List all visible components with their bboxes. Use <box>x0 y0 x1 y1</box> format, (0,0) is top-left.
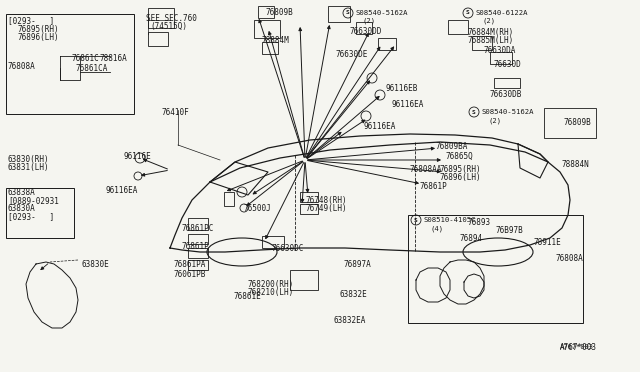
Text: (2): (2) <box>362 18 375 25</box>
Text: 76894: 76894 <box>460 234 483 243</box>
Text: 76897A: 76897A <box>344 260 372 269</box>
Text: (4): (4) <box>430 225 443 231</box>
Bar <box>6 188 74 238</box>
Bar <box>262 42 278 54</box>
Text: A767*003: A767*003 <box>560 343 597 352</box>
Text: 76500J: 76500J <box>244 204 272 213</box>
Text: 76893: 76893 <box>468 218 491 227</box>
Bar <box>188 260 208 270</box>
Text: 76896(LH): 76896(LH) <box>18 33 60 42</box>
Text: 76865Q: 76865Q <box>445 152 473 161</box>
Text: 63830E: 63830E <box>82 260 109 269</box>
Text: 76808A: 76808A <box>556 254 584 263</box>
Text: 76808A: 76808A <box>8 62 36 71</box>
Text: 76749(LH): 76749(LH) <box>305 204 347 213</box>
Text: 76630DD: 76630DD <box>350 27 382 36</box>
Text: 76809B: 76809B <box>563 118 591 127</box>
Text: 78884N: 78884N <box>562 160 589 169</box>
Text: 768210(LH): 768210(LH) <box>248 288 294 297</box>
Text: 76861P: 76861P <box>182 242 210 251</box>
Text: 76630DC: 76630DC <box>272 244 305 253</box>
Text: A767*003: A767*003 <box>560 344 594 350</box>
Bar <box>262 236 284 248</box>
Text: S08540-6122A: S08540-6122A <box>476 10 529 16</box>
Bar <box>300 204 318 214</box>
Text: 63830(RH): 63830(RH) <box>8 155 50 164</box>
Text: 96116EA: 96116EA <box>364 122 396 131</box>
Text: 76630DB: 76630DB <box>490 90 522 99</box>
Text: 76895(RH): 76895(RH) <box>18 25 60 34</box>
Bar <box>188 234 208 244</box>
Text: 76808AA: 76808AA <box>410 165 442 174</box>
Text: 768200(RH): 768200(RH) <box>248 280 294 289</box>
Bar <box>356 22 372 34</box>
Text: 76630D: 76630D <box>494 60 522 69</box>
Bar <box>6 14 134 114</box>
Text: 96116EB: 96116EB <box>386 84 419 93</box>
Text: 76748(RH): 76748(RH) <box>305 196 347 205</box>
Text: S: S <box>472 109 476 115</box>
Bar <box>254 20 280 38</box>
Text: S08540-5162A: S08540-5162A <box>482 109 534 115</box>
Bar <box>188 218 208 230</box>
Text: (2): (2) <box>482 18 495 25</box>
Text: S08510-4105C: S08510-4105C <box>424 217 477 223</box>
Bar <box>544 108 596 138</box>
Text: 76885M(LH): 76885M(LH) <box>468 36 515 45</box>
Text: (74515Q): (74515Q) <box>150 22 187 31</box>
Bar <box>188 248 208 258</box>
Text: (2): (2) <box>488 117 501 124</box>
Text: 76B97B: 76B97B <box>496 226 524 235</box>
Text: 76061PB: 76061PB <box>174 270 206 279</box>
Bar <box>224 192 234 206</box>
Text: 63832E: 63832E <box>340 290 368 299</box>
Text: 78816A: 78816A <box>100 54 128 63</box>
Bar <box>472 36 492 50</box>
Bar <box>148 32 168 46</box>
Text: 63830A: 63830A <box>8 204 36 213</box>
Bar <box>378 38 396 50</box>
Text: 78911E: 78911E <box>534 238 562 247</box>
Text: 76861PC: 76861PC <box>182 224 214 233</box>
Text: 76861C: 76861C <box>72 54 100 63</box>
Bar <box>300 192 318 202</box>
Bar <box>408 215 583 323</box>
Text: 76809B: 76809B <box>266 8 294 17</box>
Text: 76630DE: 76630DE <box>336 50 369 59</box>
Text: S08540-5162A: S08540-5162A <box>356 10 408 16</box>
Text: 63832EA: 63832EA <box>334 316 366 325</box>
Text: 76896(LH): 76896(LH) <box>440 173 482 182</box>
Bar <box>490 52 512 64</box>
Text: 76895(RH): 76895(RH) <box>440 165 482 174</box>
Bar <box>290 270 318 290</box>
Text: 76809BA: 76809BA <box>435 142 467 151</box>
Text: 76410F: 76410F <box>162 108 189 117</box>
Text: 76861CA: 76861CA <box>75 64 108 73</box>
Text: [0293-   ]: [0293- ] <box>8 212 54 221</box>
Text: S: S <box>346 10 350 16</box>
Text: 76884M(RH): 76884M(RH) <box>468 28 515 37</box>
Text: 63838A: 63838A <box>8 188 36 197</box>
Text: 96116EA: 96116EA <box>392 100 424 109</box>
Text: [0889-02931: [0889-02931 <box>8 196 59 205</box>
Text: 76861E: 76861E <box>234 292 262 301</box>
Text: 76630DA: 76630DA <box>484 46 516 55</box>
Text: S: S <box>414 218 418 222</box>
Text: 96116E: 96116E <box>124 152 152 161</box>
Text: 96116EA: 96116EA <box>105 186 138 195</box>
Text: 63831(LH): 63831(LH) <box>8 163 50 172</box>
Text: 78884M: 78884M <box>262 36 290 45</box>
Bar <box>328 6 350 22</box>
Bar <box>494 78 520 88</box>
Text: [0293-   ]: [0293- ] <box>8 16 54 25</box>
Bar <box>258 6 274 18</box>
Bar <box>148 8 174 28</box>
Text: 76861PA: 76861PA <box>174 260 206 269</box>
Text: SEE SEC.760: SEE SEC.760 <box>146 14 197 23</box>
Text: 76861P: 76861P <box>420 182 448 191</box>
Text: S: S <box>466 10 470 16</box>
Bar <box>448 20 468 34</box>
